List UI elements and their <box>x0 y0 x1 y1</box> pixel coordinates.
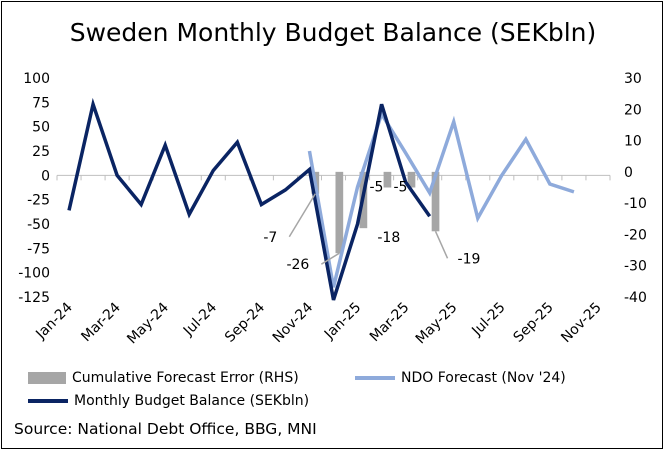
data-label: -19 <box>458 251 481 267</box>
ndo-forecast-line <box>307 109 575 288</box>
left-axis-tick-label: -100 <box>18 266 50 282</box>
right-axis-tick-label: 30 <box>624 71 642 87</box>
right-axis-tick-label: -10 <box>624 196 647 212</box>
data-label: -5 <box>369 180 383 196</box>
data-label: -18 <box>377 230 400 246</box>
legend-swatch-line <box>355 376 395 380</box>
forecast-error-bar <box>407 171 416 188</box>
left-axis-tick-label: 75 <box>32 95 50 111</box>
data-label: -5 <box>394 180 408 196</box>
chart-title: Sweden Monthly Budget Balance (SEKbln) <box>69 18 597 47</box>
x-axis-tick-label: Jul-25 <box>468 300 508 340</box>
data-label: -7 <box>263 230 277 246</box>
x-axis-tick-label: May-24 <box>124 299 172 347</box>
left-axis-tick-label: -50 <box>27 217 50 233</box>
axes: 1007550250-25-50-75-100-1253020100-10-20… <box>18 71 647 347</box>
data-labels: -7 -26 -18 -5 -5 -19 <box>263 180 480 274</box>
left-axis-tick-label: -125 <box>18 290 50 306</box>
right-axis-tick-label: -30 <box>624 259 647 275</box>
data-label-leader <box>288 193 316 238</box>
legend-item-forecast-error: Cumulative Forecast Error (RHS) <box>28 370 299 386</box>
x-axis-tick-label: Sep-24 <box>222 299 268 345</box>
left-axis-tick-label: 25 <box>32 144 50 160</box>
legend-swatch-line <box>28 399 68 403</box>
legend-item-ndo-forecast: NDO Forecast (Nov '24) <box>355 370 566 386</box>
legend-label: Cumulative Forecast Error (RHS) <box>72 370 299 386</box>
budget-balance-line <box>67 97 432 301</box>
forecast-error-bar <box>383 171 392 188</box>
left-axis-tick-label: -25 <box>27 193 50 209</box>
right-axis-tick-label: -40 <box>624 290 647 306</box>
x-axis-tick-label: Mar-24 <box>78 299 124 345</box>
x-axis-tick-label: May-25 <box>413 300 461 348</box>
x-axis-tick-label: Nov-24 <box>270 299 317 346</box>
data-label-leader <box>434 230 449 259</box>
x-axis-tick-label: Jul-24 <box>180 299 220 339</box>
right-axis-tick-label: -20 <box>624 227 647 243</box>
x-axis-tick-label: Jan-25 <box>321 300 364 343</box>
legend-swatch-bar <box>28 372 66 384</box>
x-axis-tick-label: Sep-25 <box>511 300 557 346</box>
legend-label: Monthly Budget Balance (SEKbln) <box>74 393 310 409</box>
source-note: Source: National Debt Office, BBG, MNI <box>14 420 317 438</box>
left-axis-tick-label: 0 <box>41 168 50 184</box>
legend-item-budget-balance: Monthly Budget Balance (SEKbln) <box>28 393 309 409</box>
forecast-error-bar <box>431 171 440 232</box>
right-axis-tick-label: 0 <box>624 165 633 181</box>
series-lines <box>67 97 575 301</box>
data-label: -26 <box>286 257 309 273</box>
right-axis-tick-label: 20 <box>624 102 642 118</box>
data-label-leader <box>320 252 340 265</box>
left-axis-tick-label: 50 <box>32 120 50 136</box>
left-axis-tick-label: -75 <box>27 241 50 257</box>
x-axis-tick-label: Mar-25 <box>367 300 413 346</box>
right-axis-tick-label: 10 <box>624 134 642 150</box>
left-axis-tick-label: 100 <box>23 71 50 87</box>
forecast-error-bar <box>335 171 344 254</box>
x-axis-tick-label: Nov-25 <box>558 300 605 347</box>
legend-label: NDO Forecast (Nov '24) <box>401 370 566 386</box>
